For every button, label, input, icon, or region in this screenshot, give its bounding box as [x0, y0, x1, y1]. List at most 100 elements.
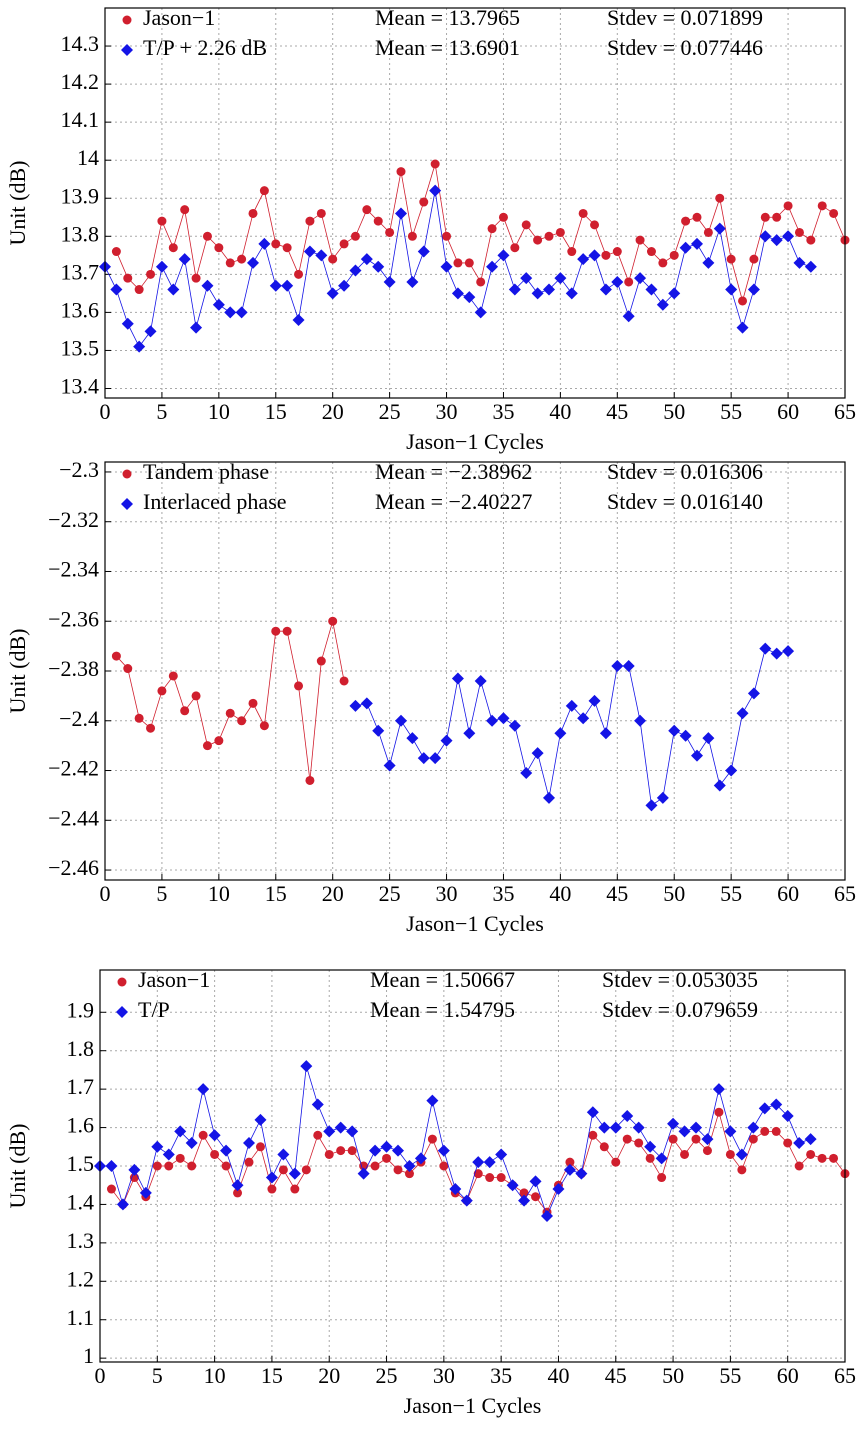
x-tick-label: 10 — [208, 399, 230, 424]
point — [691, 749, 703, 762]
legend-marker — [117, 977, 127, 987]
point — [305, 216, 315, 226]
point — [123, 664, 133, 674]
plot-frame — [104, 7, 846, 399]
point — [737, 1165, 747, 1175]
point — [497, 712, 510, 725]
point — [278, 1165, 288, 1175]
point — [578, 208, 588, 218]
point — [519, 1188, 529, 1198]
point — [185, 1136, 198, 1149]
point — [817, 201, 827, 211]
point — [725, 283, 738, 296]
point — [736, 321, 749, 334]
legend-marker — [122, 469, 132, 479]
point — [313, 1130, 323, 1140]
point — [290, 1184, 300, 1194]
point — [426, 1094, 439, 1107]
point — [243, 1136, 255, 1149]
point — [599, 727, 612, 740]
point — [248, 208, 258, 218]
point — [403, 1160, 416, 1172]
legend-label: Jason−1 — [138, 967, 210, 992]
y-tick-label: −2.3 — [59, 457, 99, 482]
point — [543, 283, 555, 296]
point — [372, 260, 385, 273]
point — [210, 1149, 220, 1159]
point — [316, 656, 326, 666]
point — [233, 1188, 243, 1198]
point — [701, 1133, 714, 1146]
y-axis-label: Unit (dB) — [5, 161, 30, 246]
legend-stdev: Stdev = 0.077446 — [607, 35, 763, 60]
point — [406, 732, 419, 745]
point — [771, 1126, 781, 1136]
point — [656, 298, 669, 311]
point — [417, 245, 430, 258]
y-tick-label: −2.32 — [48, 507, 99, 532]
point — [111, 247, 121, 257]
point — [782, 645, 795, 658]
y-tick-label: 13.9 — [61, 183, 100, 208]
point — [476, 277, 486, 287]
point — [259, 721, 269, 731]
point — [497, 249, 510, 262]
point — [134, 285, 144, 295]
point — [281, 279, 294, 292]
point — [220, 1144, 233, 1157]
point — [804, 1133, 817, 1146]
point — [691, 1134, 701, 1144]
point — [301, 1165, 311, 1175]
point — [635, 235, 645, 245]
point — [645, 283, 658, 296]
point — [577, 253, 590, 266]
point — [339, 239, 349, 249]
point — [258, 237, 271, 250]
y-tick-label: 1.8 — [67, 1036, 95, 1061]
legend-stdev: Stdev = 0.016306 — [607, 459, 763, 484]
point — [178, 253, 191, 266]
x-tick-label: 5 — [156, 881, 167, 906]
point — [235, 306, 248, 319]
point — [463, 727, 476, 740]
point — [382, 1153, 392, 1163]
point — [679, 241, 692, 254]
point — [667, 1117, 680, 1130]
point — [326, 287, 339, 300]
plot-background — [105, 8, 845, 398]
point — [134, 713, 144, 723]
point — [749, 254, 759, 264]
point — [692, 212, 702, 222]
point — [300, 1060, 313, 1073]
x-tick-label: 45 — [606, 881, 628, 906]
x-tick-label: 15 — [261, 1363, 283, 1388]
point — [414, 1152, 427, 1165]
x-tick-label: 25 — [376, 1363, 398, 1388]
point — [748, 1134, 758, 1144]
point — [588, 249, 601, 262]
point — [531, 1192, 541, 1202]
legend-stdev: Stdev = 0.016140 — [607, 489, 763, 514]
point — [201, 279, 214, 292]
point — [655, 1152, 668, 1165]
point — [357, 1167, 370, 1180]
point — [474, 674, 487, 687]
point — [531, 747, 544, 760]
point — [208, 1129, 221, 1142]
point — [599, 1142, 609, 1152]
point — [760, 212, 770, 222]
y-tick-label: 13.5 — [61, 335, 100, 360]
point — [759, 642, 772, 655]
point — [328, 616, 338, 626]
point — [793, 256, 806, 269]
point — [770, 234, 783, 247]
point — [237, 716, 247, 726]
point — [214, 243, 224, 253]
legend-stdev: Stdev = 0.053035 — [602, 967, 758, 992]
point — [725, 764, 738, 777]
point — [794, 1161, 804, 1171]
x-tick-label: 60 — [777, 1363, 799, 1388]
point — [349, 264, 362, 277]
point — [747, 1121, 760, 1134]
legend-stdev: Stdev = 0.071899 — [607, 5, 763, 30]
